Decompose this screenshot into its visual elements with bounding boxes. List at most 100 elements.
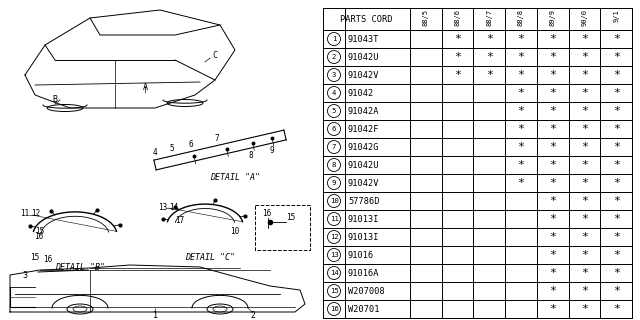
Text: *: *	[581, 178, 588, 188]
Text: *: *	[549, 106, 556, 116]
Text: 6: 6	[189, 140, 194, 149]
Text: *: *	[581, 232, 588, 242]
Text: 17: 17	[175, 216, 184, 225]
Text: *: *	[612, 160, 620, 170]
Text: 4: 4	[332, 90, 336, 96]
Text: 11: 11	[20, 209, 29, 218]
Text: *: *	[581, 124, 588, 134]
Text: 5: 5	[170, 144, 174, 153]
Text: *: *	[549, 232, 556, 242]
Text: *: *	[581, 214, 588, 224]
Text: W207008: W207008	[348, 286, 385, 295]
Text: *: *	[581, 106, 588, 116]
Text: 91042U: 91042U	[348, 161, 380, 170]
Text: 3: 3	[22, 270, 28, 279]
Text: 6: 6	[332, 126, 336, 132]
Text: *: *	[581, 142, 588, 152]
Text: *: *	[549, 196, 556, 206]
Text: 14: 14	[330, 270, 339, 276]
Text: *: *	[454, 70, 461, 80]
Text: *: *	[612, 232, 620, 242]
Text: *: *	[518, 34, 524, 44]
Text: *: *	[581, 304, 588, 314]
Text: 2: 2	[250, 310, 255, 319]
Text: 9: 9	[332, 180, 336, 186]
Text: *: *	[518, 70, 524, 80]
Text: *: *	[612, 52, 620, 62]
Text: 9/1: 9/1	[613, 9, 619, 22]
Text: 91042A: 91042A	[348, 107, 380, 116]
Text: 91042U: 91042U	[348, 52, 380, 61]
Text: 88/5: 88/5	[423, 9, 429, 26]
Text: 88/8: 88/8	[518, 9, 524, 26]
Text: 12: 12	[330, 234, 339, 240]
Text: 15: 15	[35, 227, 44, 236]
Text: *: *	[518, 160, 524, 170]
Text: *: *	[612, 34, 620, 44]
Text: C: C	[212, 51, 218, 60]
Text: 13: 13	[158, 203, 168, 212]
Ellipse shape	[67, 304, 93, 314]
Text: *: *	[612, 124, 620, 134]
Text: 2: 2	[332, 54, 336, 60]
Text: *: *	[549, 124, 556, 134]
Text: 16: 16	[44, 255, 52, 265]
Text: A: A	[143, 84, 147, 92]
Text: 91043T: 91043T	[348, 35, 380, 44]
Text: 16: 16	[35, 232, 44, 241]
Text: DETAIL "C": DETAIL "C"	[185, 253, 235, 262]
Text: 8: 8	[332, 162, 336, 168]
Text: 57786D: 57786D	[348, 196, 380, 205]
Text: 14: 14	[170, 203, 179, 212]
Text: 1: 1	[152, 310, 157, 319]
Text: B: B	[52, 95, 58, 105]
Text: 12: 12	[31, 209, 40, 218]
Text: *: *	[549, 160, 556, 170]
Ellipse shape	[207, 304, 233, 314]
Text: *: *	[486, 34, 493, 44]
Text: *: *	[454, 52, 461, 62]
Text: 7: 7	[215, 134, 220, 143]
Text: *: *	[518, 106, 524, 116]
Text: *: *	[518, 178, 524, 188]
Text: DETAIL "A": DETAIL "A"	[210, 173, 260, 182]
Text: *: *	[549, 178, 556, 188]
Text: *: *	[518, 52, 524, 62]
Text: 91042V: 91042V	[348, 179, 380, 188]
Text: *: *	[581, 70, 588, 80]
Text: *: *	[549, 304, 556, 314]
Text: *: *	[612, 286, 620, 296]
Text: *: *	[581, 286, 588, 296]
Text: *: *	[581, 52, 588, 62]
Text: *: *	[454, 34, 461, 44]
Text: *: *	[549, 250, 556, 260]
Text: *: *	[549, 286, 556, 296]
Text: 88/7: 88/7	[486, 9, 492, 26]
Text: W20701: W20701	[348, 305, 380, 314]
Text: 9: 9	[270, 146, 275, 155]
Text: 91042: 91042	[348, 89, 374, 98]
Text: *: *	[486, 70, 493, 80]
Text: *: *	[518, 88, 524, 98]
Text: *: *	[612, 268, 620, 278]
Text: *: *	[581, 34, 588, 44]
Text: *: *	[518, 142, 524, 152]
Text: *: *	[612, 106, 620, 116]
Text: 91042V: 91042V	[348, 70, 380, 79]
Text: *: *	[549, 214, 556, 224]
Text: 7: 7	[332, 144, 336, 150]
Text: *: *	[612, 304, 620, 314]
Text: 13: 13	[330, 252, 339, 258]
Text: 10: 10	[230, 227, 239, 236]
Text: *: *	[518, 124, 524, 134]
Text: 91016: 91016	[348, 251, 374, 260]
Text: *: *	[612, 196, 620, 206]
Text: 91013I: 91013I	[348, 233, 380, 242]
Text: 8: 8	[249, 151, 253, 160]
Text: *: *	[612, 214, 620, 224]
Text: 91016A: 91016A	[348, 268, 380, 277]
Text: *: *	[581, 88, 588, 98]
Text: *: *	[612, 88, 620, 98]
Text: 16: 16	[330, 306, 339, 312]
Text: *: *	[581, 268, 588, 278]
